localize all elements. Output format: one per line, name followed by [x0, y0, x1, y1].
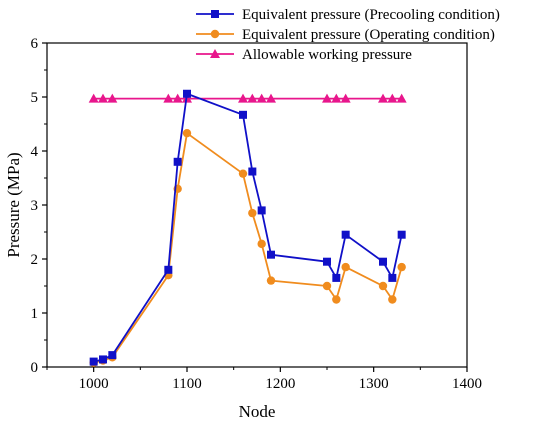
data-point	[107, 93, 118, 103]
data-point	[388, 273, 397, 282]
x-tick-label: 1400	[452, 376, 482, 392]
series-triangle	[88, 93, 407, 103]
data-point	[378, 93, 388, 103]
x-tick-label: 1100	[172, 376, 201, 392]
y-axis-title: Pressure (MPa)	[4, 152, 23, 257]
data-point	[266, 276, 276, 285]
data-point	[378, 281, 388, 291]
data-point	[248, 208, 257, 218]
y-tick-label: 3	[31, 198, 39, 214]
data-point	[256, 93, 267, 103]
data-point	[98, 93, 108, 103]
x-tick-label: 1300	[359, 376, 389, 392]
series-line	[93, 92, 403, 363]
data-point	[238, 93, 248, 103]
data-point	[322, 281, 332, 291]
y-axis: 0 1 2 3 4 5 6	[31, 36, 47, 376]
data-point	[248, 167, 257, 176]
y-tick-label: 6	[31, 36, 39, 52]
data-point	[341, 230, 350, 239]
data-point	[257, 239, 266, 249]
data-point	[182, 128, 192, 138]
data-point	[257, 206, 266, 215]
data-point	[331, 93, 342, 103]
x-axis-title: Node	[239, 402, 276, 421]
data-point	[341, 262, 350, 272]
y-tick-label: 0	[31, 360, 39, 376]
data-point	[183, 89, 191, 98]
series-square	[89, 89, 406, 366]
y-tick-label: 4	[31, 144, 39, 160]
data-point	[172, 93, 183, 103]
plot-area	[46, 42, 468, 368]
legend-item: Equivalent pressure (Operating condition…	[196, 27, 495, 43]
data-point	[397, 230, 406, 239]
data-point	[332, 273, 341, 282]
series-layer	[88, 89, 407, 367]
data-point	[267, 250, 275, 259]
data-point	[387, 93, 398, 103]
data-point	[396, 93, 407, 103]
data-point	[322, 93, 332, 103]
x-tick-label: 1200	[265, 376, 295, 392]
data-point	[89, 357, 98, 366]
legend-swatch-marker	[210, 49, 220, 58]
y-tick-label: 1	[31, 306, 39, 322]
data-point	[340, 93, 351, 103]
data-point	[238, 169, 248, 178]
legend-label: Equivalent pressure (Precooling conditio…	[242, 7, 500, 23]
series-circle	[89, 128, 406, 367]
y-tick-label: 2	[31, 252, 39, 268]
plot-border	[46, 42, 468, 368]
data-point	[173, 157, 182, 166]
data-point	[379, 257, 387, 266]
legend-item: Allowable working pressure	[196, 47, 412, 63]
data-point	[323, 257, 331, 266]
data-point	[388, 295, 397, 304]
legend: Equivalent pressure (Precooling conditio…	[196, 7, 500, 63]
data-point	[163, 93, 174, 103]
data-point	[332, 295, 341, 304]
data-point	[239, 110, 247, 119]
data-point	[266, 93, 276, 103]
legend-item: Equivalent pressure (Precooling conditio…	[196, 7, 500, 23]
legend-swatch-marker	[211, 10, 219, 18]
y-tick-label: 5	[31, 90, 39, 106]
x-tick-label: 1000	[79, 376, 109, 392]
data-point	[164, 265, 173, 274]
data-point	[99, 355, 107, 364]
data-point	[88, 93, 99, 103]
data-point	[108, 351, 117, 360]
legend-label: Equivalent pressure (Operating condition…	[242, 27, 495, 43]
x-axis: 1000 1100 1200 1300 1400	[46, 367, 482, 392]
legend-swatch-marker	[210, 29, 220, 39]
series-line	[93, 132, 403, 364]
legend-label: Allowable working pressure	[242, 47, 412, 63]
data-point	[397, 262, 406, 272]
data-point	[247, 93, 258, 103]
